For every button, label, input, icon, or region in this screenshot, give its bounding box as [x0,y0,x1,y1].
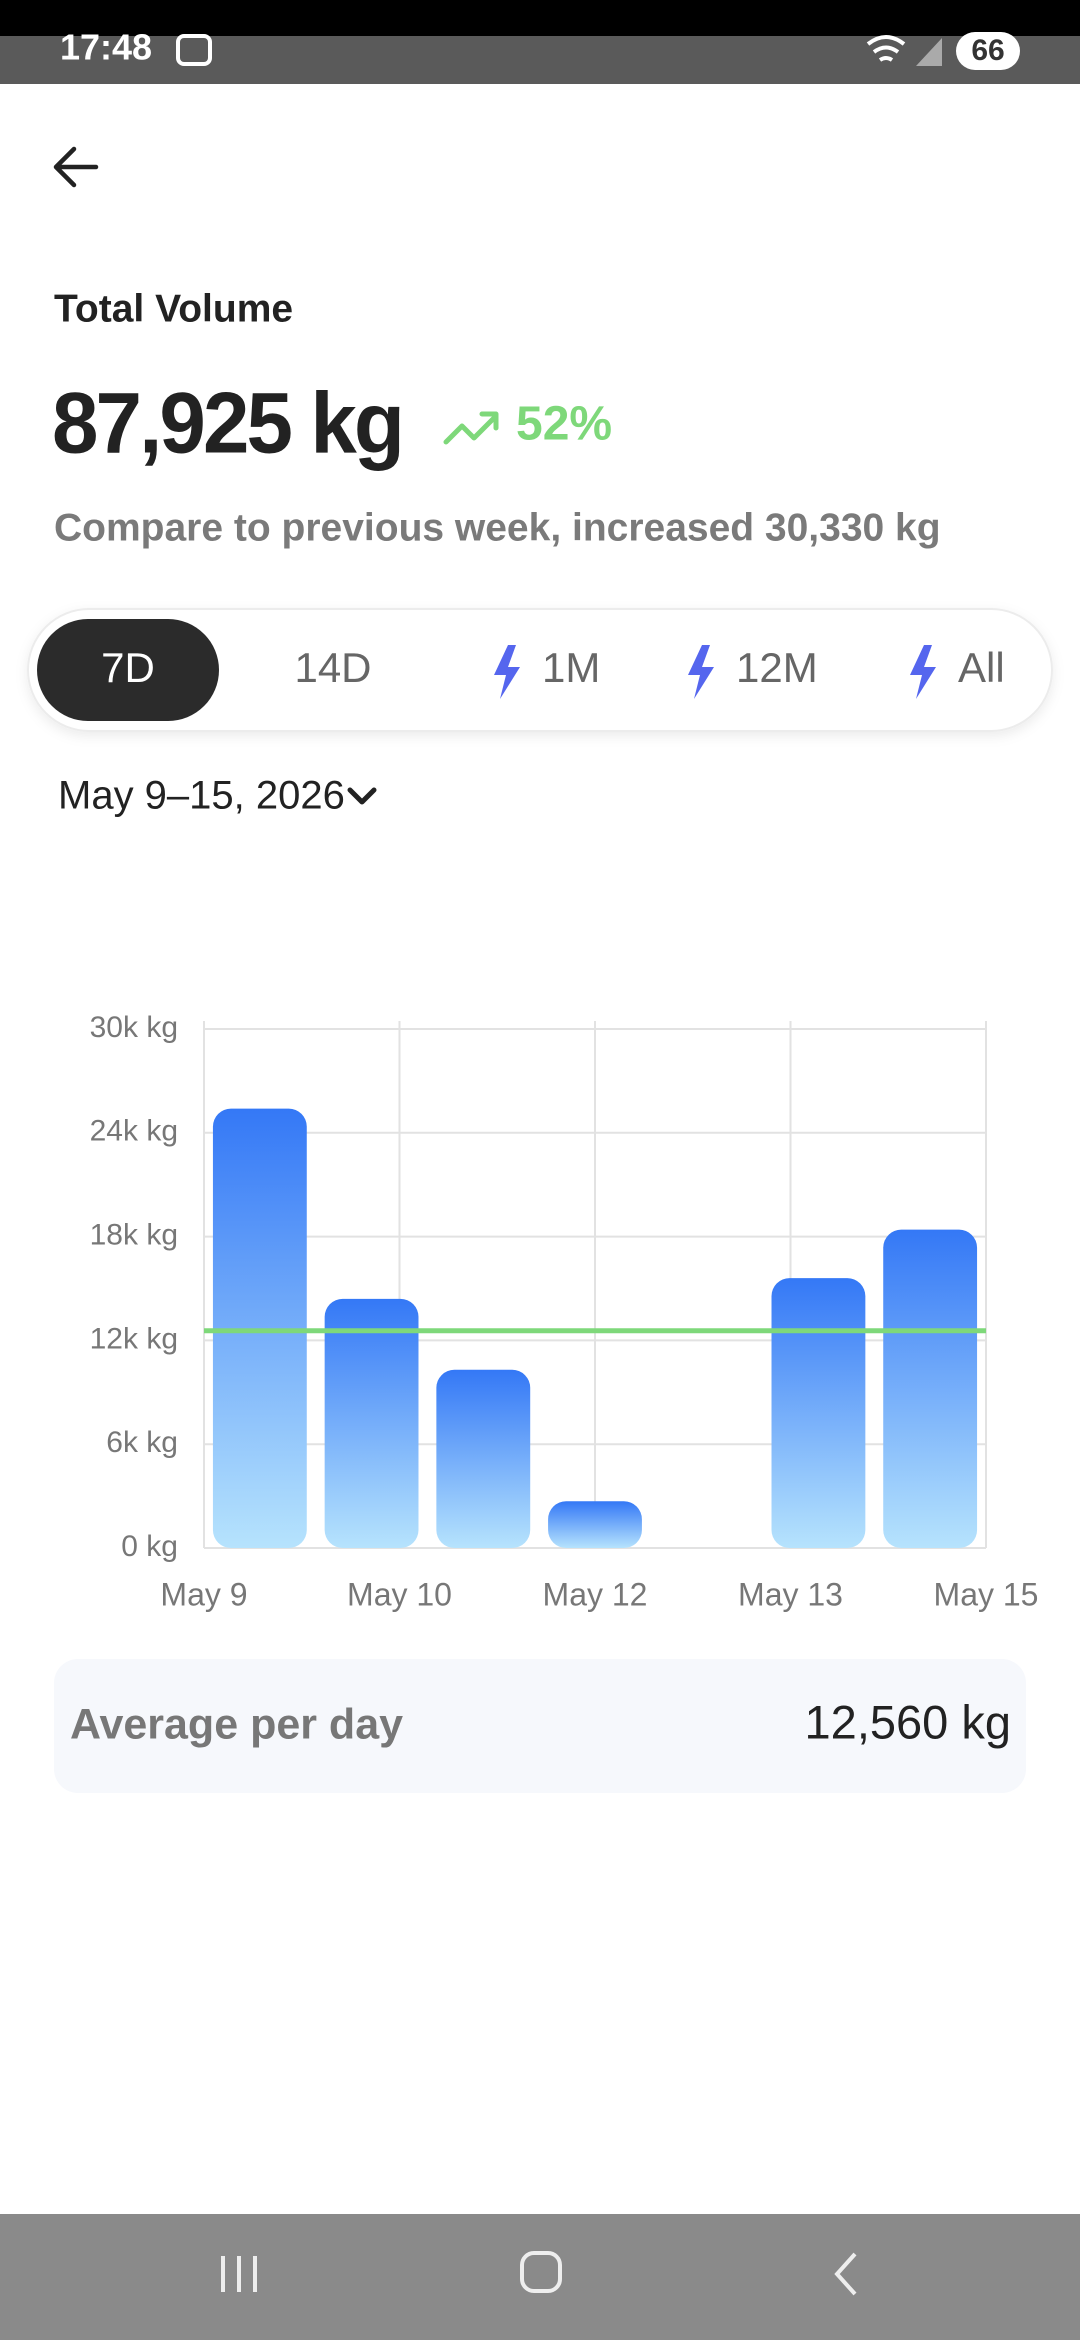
bar [883,1229,978,1548]
status-top [0,0,1080,36]
tab[interactable]: 7D [101,644,155,691]
bar [548,1501,642,1548]
change-percent: 52% [516,398,612,451]
status-bar [0,36,1080,84]
tab-bar [27,608,1053,732]
bar [771,1278,866,1548]
summary-value: 12,560 kg [805,1695,1011,1748]
signal-icon [916,38,942,66]
x-tick-label: May 12 [543,1576,648,1612]
x-tick-label: May 13 [738,1576,843,1612]
premium-icon [910,645,936,699]
y-tick-label: 24k kg [90,1115,178,1148]
x-tick-label: May 9 [160,1576,247,1612]
chart: 0 kg 6k kg 12k kg 18k kg 24k kg 30k kg May 9 Ma… [90,1011,1039,1613]
wifi-icon [866,35,906,62]
y-tick-label: 18k kg [90,1219,178,1252]
summary-label: Average per day [70,1700,403,1748]
tab[interactable]: All [958,644,1005,691]
y-tick-label: 30k kg [90,1011,178,1044]
compare-text: Compare to previous week, increased 30,3… [54,506,941,549]
title: Total Volume [54,287,293,330]
battery [956,32,1020,70]
nav-home[interactable] [520,2251,562,2293]
x-tick-label: May 15 [934,1576,1039,1612]
y-tick-label: 6k kg [106,1426,178,1459]
tab[interactable]: 1M [542,644,600,691]
tab-selected[interactable] [37,619,219,721]
bar [324,1298,419,1548]
battery-level: 66 [971,34,1004,67]
total-volume: 87,925 kg [52,376,402,472]
y-tick-label: 0 kg [121,1530,178,1563]
tab[interactable]: 12M [736,644,818,691]
nav-back[interactable] [834,2252,857,2296]
x-tick-label: May 10 [347,1576,452,1612]
bar [436,1369,531,1548]
date-range[interactable]: May 9–15, 2026 [58,774,345,818]
date-dropdown-icon[interactable] [347,787,377,805]
nav-bar [0,2214,1080,2340]
screenshot-icon [176,34,212,66]
back-button[interactable] [53,146,99,188]
summary-card [54,1659,1026,1793]
premium-icon [688,645,714,699]
y-tick-label: 12k kg [90,1322,178,1355]
trend-icon [443,411,499,445]
status-time: 17:48 [60,27,152,68]
premium-icon [494,645,520,699]
tab[interactable]: 14D [294,644,371,691]
nav-recents[interactable] [221,2256,257,2292]
